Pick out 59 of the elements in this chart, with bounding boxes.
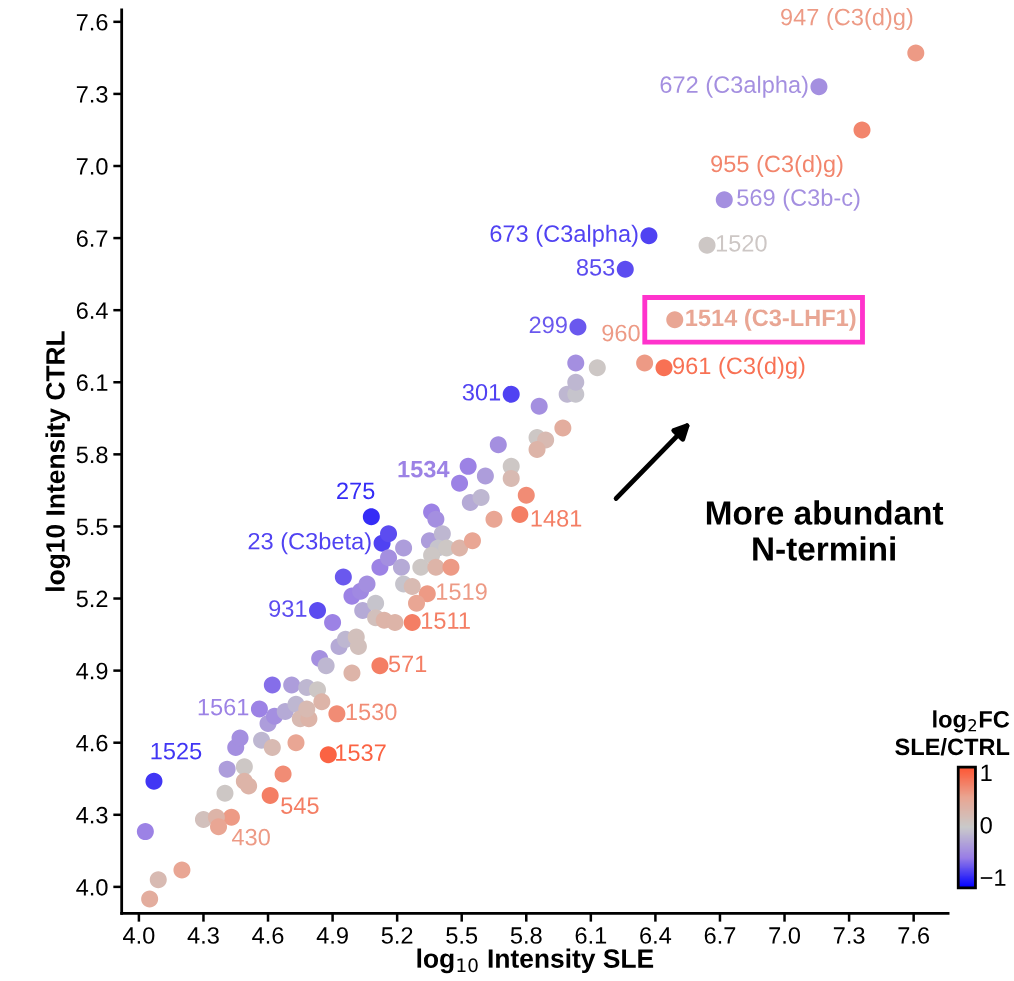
y-tick-label: 4.0 — [76, 878, 108, 896]
annotation: 1534 — [398, 460, 450, 478]
annotation: 955 (C3(d)g) — [711, 154, 843, 177]
annotation: 430 — [231, 828, 270, 846]
annotation: 960 — [602, 324, 640, 342]
y-tick-label: 6.4 — [76, 302, 108, 319]
y-tick-label: 5.2 — [76, 590, 108, 608]
x-tick-label: 5.2 — [381, 927, 413, 944]
annotation: More abundant N-termini — [706, 500, 944, 561]
y-axis-title: log10 Intensity CTRL — [45, 331, 71, 591]
x-tick-label: 4.6 — [252, 927, 284, 944]
y-tick-label: 4.3 — [76, 806, 108, 824]
y-tick-label: 6.7 — [76, 230, 108, 247]
annotation: 1530 — [346, 703, 397, 721]
y-tick-label: 7.0 — [76, 158, 108, 175]
y-tick-label: 4.9 — [76, 662, 108, 680]
annotation: 931 — [269, 600, 307, 617]
y-tick-label: 7.6 — [76, 13, 108, 31]
x-tick-label: 5.5 — [446, 927, 478, 944]
x-tick-label: 6.7 — [704, 927, 736, 944]
x-tick-label: 7.0 — [769, 927, 801, 944]
annotation: 301 — [462, 383, 501, 401]
y-tick-label: 4.6 — [76, 734, 108, 752]
x-tick-label: 7.6 — [898, 927, 930, 944]
x-tick-label: 4.3 — [187, 927, 219, 944]
y-tick-label: 5.8 — [76, 446, 108, 464]
annotation: 23 (C3beta) — [248, 532, 371, 555]
annotation: 299 — [529, 316, 567, 334]
x-tick-label: 5.8 — [510, 927, 542, 944]
annotation: 1537 — [336, 744, 386, 762]
y-tick-label: 7.3 — [76, 85, 108, 103]
annotation: 673 (C3alpha) — [490, 224, 638, 247]
color-bar-label: 0 — [980, 816, 992, 834]
annotation: 1561 — [198, 698, 249, 716]
annotation: 1519 — [437, 583, 487, 601]
annotation: 1520 — [716, 234, 767, 252]
annotation: 947 (C3(d)g) — [781, 8, 913, 31]
annotation: 545 — [281, 797, 319, 814]
color-bar-label: 1 — [981, 764, 992, 781]
annotation: 1511 — [422, 612, 470, 629]
y-tick-label: 5.5 — [76, 518, 108, 536]
x-tick-label: 4.0 — [123, 927, 155, 944]
x-tick-label: 6.1 — [575, 927, 607, 944]
annotation: 275 — [337, 482, 375, 500]
x-axis-title: log$_{10}$ Intensity SLE — [417, 948, 654, 974]
x-tick-label: 6.4 — [640, 927, 672, 944]
y-tick-label: 6.1 — [76, 374, 108, 392]
annotation: 1514 (C3-LHF1) — [686, 308, 856, 331]
x-tick-label: 4.9 — [316, 927, 348, 944]
annotation: 571 — [388, 655, 427, 673]
annotation: 1525 — [151, 742, 202, 760]
color-bar-title: log$_{2}$FC SLE/CTRL — [895, 710, 1010, 756]
x-tick-label: 7.3 — [833, 927, 865, 944]
color-bar-label: −1 — [980, 869, 1006, 886]
annotation: 569 (C3b-c) — [737, 188, 860, 211]
annotation: 853 — [576, 258, 615, 276]
annotation: 672 (C3alpha) — [660, 75, 808, 98]
annotation: 1481 — [531, 510, 582, 527]
annotation: 961 (C3(d)g) — [673, 356, 805, 379]
